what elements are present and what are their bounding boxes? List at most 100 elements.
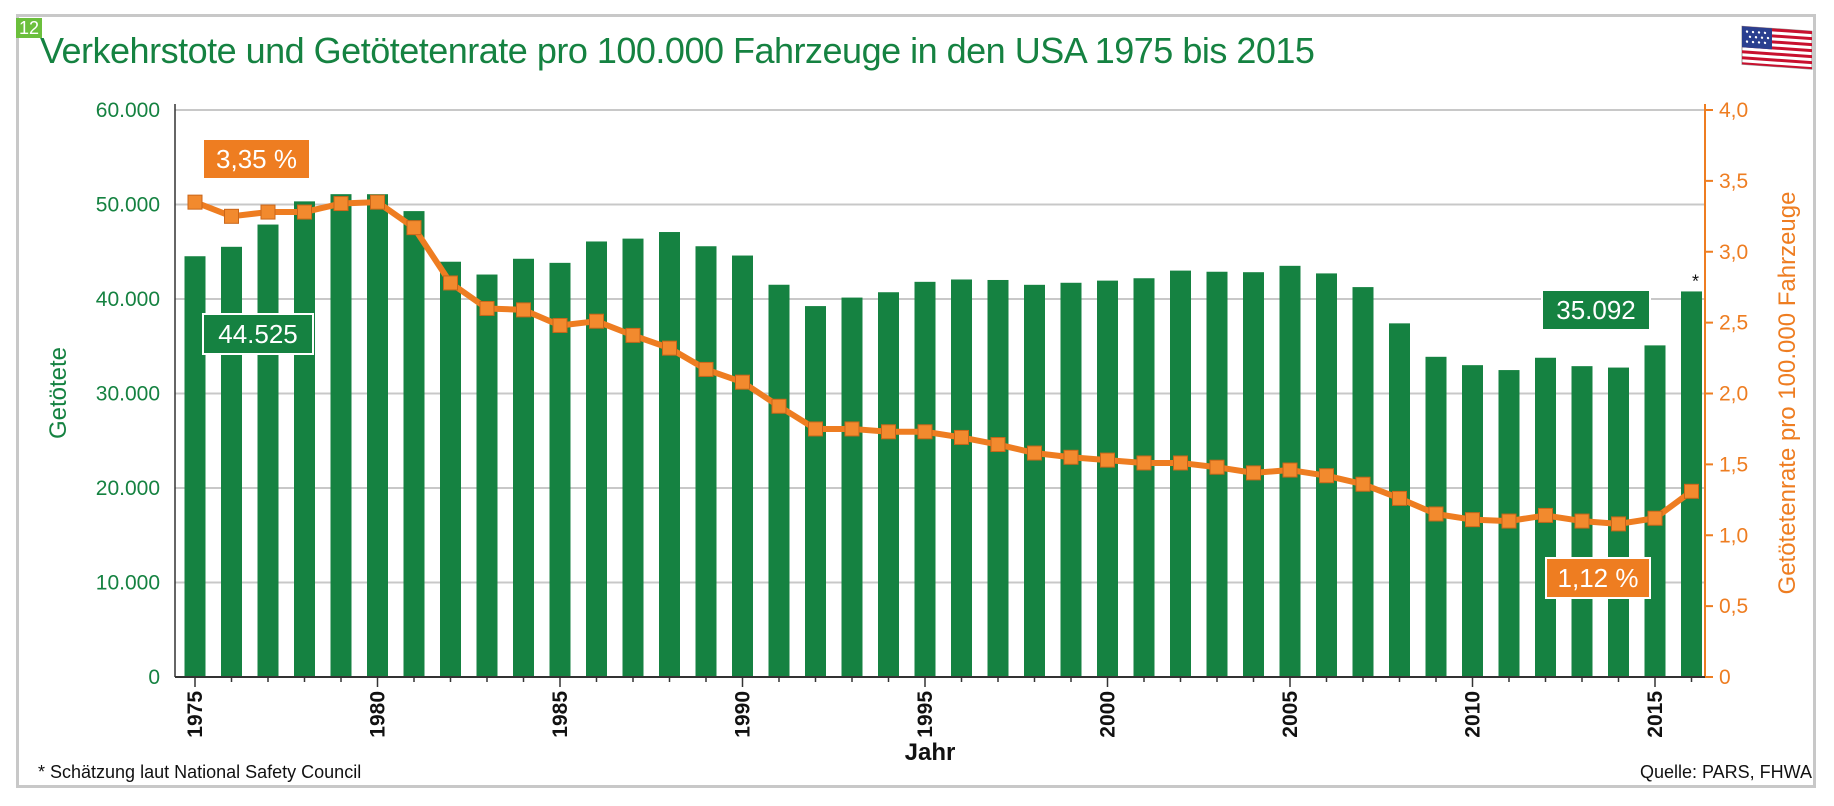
y-tick-label: 50.000 — [96, 194, 160, 217]
line-series — [187, 194, 1699, 532]
rate-marker — [1428, 506, 1444, 522]
bar — [841, 297, 863, 677]
rate-marker — [479, 300, 495, 316]
callout-rate-2015-box — [1545, 557, 1651, 599]
rate-marker — [224, 208, 239, 224]
y-tick-label: 30.000 — [96, 383, 160, 406]
bar — [549, 262, 571, 677]
bar — [586, 241, 607, 677]
y-tick-label: 10.000 — [96, 572, 160, 595]
bar — [622, 238, 644, 677]
footnote: * Schätzung laut National Safety Council — [38, 762, 361, 782]
callouts: 3,35 % 44.525 35.092 1,12 % — [202, 138, 1651, 599]
y2-tick-label: 2,0 — [1719, 383, 1748, 406]
axes: 0 10.000 20.000 30.000 40.000 50.000 60.000 0 0,… — [96, 99, 1748, 738]
y-tick-label: 0 — [148, 666, 160, 689]
bar — [805, 306, 826, 677]
y-tick-label: 40.000 — [96, 288, 160, 311]
x-tick-label: 2010 — [1462, 691, 1485, 738]
rate-marker — [1319, 468, 1334, 484]
callout-deaths-2015-box — [1541, 289, 1651, 331]
rate-marker — [1209, 459, 1225, 475]
bar — [732, 255, 753, 678]
bar — [476, 274, 498, 677]
rate-marker — [1355, 476, 1371, 492]
rate-marker — [516, 302, 531, 318]
y-tick-label: 20.000 — [96, 477, 160, 500]
callout-rate-1975-box — [202, 138, 311, 180]
x-tick-label: 1990 — [732, 691, 755, 738]
bar — [403, 211, 425, 678]
callout-deaths-1975-text: 44.525 — [218, 319, 298, 349]
grid-lines — [175, 109, 1705, 584]
rate-marker — [589, 313, 604, 329]
bar — [440, 261, 461, 677]
callout-deaths-2015-text: 35.092 — [1556, 295, 1636, 325]
rate-marker — [443, 275, 458, 291]
rate-marker — [1501, 513, 1517, 529]
bar — [1024, 284, 1045, 677]
rate-marker — [662, 340, 677, 356]
y2-tick-label: 3,5 — [1719, 170, 1748, 193]
x-axis-label: Jahr — [905, 739, 956, 766]
bar — [1060, 282, 1082, 677]
rate-marker — [990, 437, 1006, 453]
bar — [914, 281, 936, 677]
x-tick-label: 2015 — [1644, 691, 1667, 738]
rate-marker — [1100, 452, 1115, 468]
x-tick-label: 1980 — [367, 691, 390, 738]
page-number-badge: 12 — [16, 18, 43, 38]
rate-marker — [698, 361, 714, 377]
rate-marker — [552, 317, 568, 333]
rate-marker — [771, 398, 787, 414]
rate-marker — [917, 424, 933, 440]
rate-marker — [1574, 513, 1590, 529]
x-tick-label: 1975 — [184, 691, 207, 738]
rate-marker — [735, 374, 750, 390]
x-tick-label: 2005 — [1279, 691, 1302, 738]
y-tick-label: 60.000 — [96, 99, 160, 122]
bar — [513, 258, 534, 677]
x-tick-label: 1985 — [549, 691, 572, 738]
rate-marker — [1611, 516, 1626, 532]
bar — [695, 246, 717, 677]
rate-marker — [370, 194, 385, 210]
y-axis-label: Getötete — [45, 347, 72, 439]
y2-tick-label: 0 — [1719, 666, 1731, 689]
bar — [1097, 280, 1118, 677]
rate-marker — [881, 424, 896, 440]
rate-marker — [1173, 455, 1188, 471]
bar — [330, 194, 352, 677]
bar — [184, 256, 206, 677]
y2-tick-label: 2,5 — [1719, 312, 1748, 335]
y2-tick-label: 3,0 — [1719, 241, 1748, 264]
bar — [878, 292, 899, 677]
y2-axis-label: Getötetenrate pro 100.000 Fahrzeuge — [1774, 192, 1801, 595]
rate-marker — [1027, 445, 1042, 461]
callout-deaths-1975-box — [202, 313, 314, 355]
y2-tick-label: 1,0 — [1719, 524, 1748, 547]
rate-marker — [406, 220, 422, 236]
bar — [294, 201, 315, 677]
bar — [987, 279, 1009, 677]
source-note: Quelle: PARS, FHWA — [1640, 762, 1812, 782]
y2-tick-label: 0,5 — [1719, 595, 1748, 618]
rate-marker — [844, 421, 860, 437]
bar — [1133, 278, 1155, 677]
bar — [768, 284, 790, 677]
x-tick-label: 2000 — [1097, 691, 1120, 738]
rate-marker — [1392, 490, 1407, 506]
rate-marker — [1465, 512, 1480, 528]
bar — [659, 232, 680, 678]
bar — [951, 279, 972, 677]
rate-marker — [297, 204, 312, 220]
rate-marker — [187, 194, 203, 210]
y2-tick-label: 4,0 — [1719, 99, 1748, 122]
us-flag-icon — [1741, 25, 1813, 70]
rate-marker — [333, 196, 349, 212]
rate-marker — [1282, 462, 1298, 478]
rate-marker — [1647, 510, 1663, 526]
bar — [1170, 270, 1191, 677]
chart-title: Verkehrstote und Getötetenrate pro 100.0… — [40, 30, 1315, 71]
rate-marker — [1136, 455, 1152, 471]
